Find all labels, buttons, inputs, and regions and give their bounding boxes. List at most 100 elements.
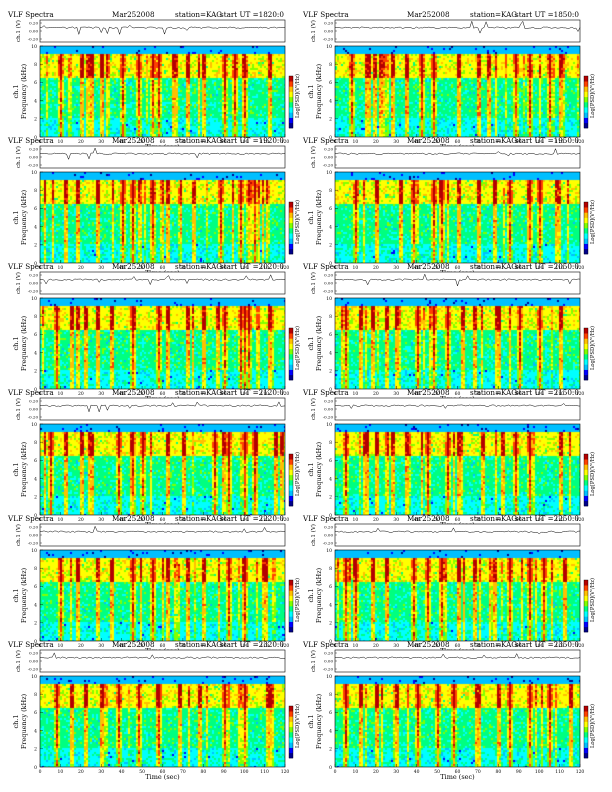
time-tick-label: 20 — [373, 391, 379, 397]
ts-tick-label: -0.20 — [323, 415, 334, 420]
time-tick-label: 70 — [475, 391, 481, 397]
freq-tick-label: 6 — [34, 206, 37, 212]
panel-date: Mar252008 — [112, 136, 155, 145]
freq-tick-label: 2 — [34, 369, 37, 375]
panel-start-ut: start UT =2220:0 — [220, 514, 284, 523]
freq-tick-label: 2 — [34, 747, 37, 753]
freq-tick-label: 8 — [34, 440, 37, 446]
colorbar-swatch — [289, 233, 293, 239]
timeseries-trace — [334, 653, 581, 659]
ts-tick-label: 0.20 — [324, 651, 333, 656]
spectrogram-heatmap — [40, 46, 285, 137]
time-tick-label: 80 — [200, 139, 206, 145]
panel-title: VLF Spectra — [302, 10, 349, 19]
ts-ylabel: ch.1 (V) — [15, 650, 22, 672]
time-tick-label: 120 — [576, 643, 585, 649]
colorbar-swatch — [289, 485, 293, 491]
colorbar-label: Log[PSD](V²/Hz) — [294, 326, 301, 370]
time-tick-label: 40 — [414, 769, 420, 775]
freq-tick-label: 6 — [329, 584, 332, 590]
time-tick-label: 60 — [160, 391, 166, 397]
colorbar-frame — [583, 75, 589, 129]
panel-station: station=KAG — [175, 640, 222, 649]
ts-tick-label: 0.20 — [29, 21, 38, 26]
colorbar-swatch — [289, 217, 293, 224]
time-tick-label: 120 — [281, 265, 290, 271]
time-tick-label: 10 — [353, 769, 359, 775]
colorbar-label: Log[PSD](V²/Hz) — [294, 704, 301, 748]
time-tick-label: 70 — [180, 265, 186, 271]
colorbar-swatch — [289, 107, 293, 113]
time-tick-label: 90 — [221, 517, 227, 523]
time-tick-label: 110 — [555, 769, 564, 775]
ts-tick-label: 0.00 — [29, 533, 38, 538]
colorbar-swatch — [289, 726, 293, 733]
freq-tick-label: 2 — [329, 369, 332, 375]
colorbar-swatch — [289, 752, 293, 759]
colorbar-swatch — [584, 107, 588, 113]
ts-tick-label: 0.20 — [324, 21, 333, 26]
freq-tick-label: 0 — [329, 261, 332, 267]
colorbar-swatch — [584, 742, 588, 748]
colorbar-swatch — [289, 742, 293, 748]
freq-tick-label: 8 — [34, 188, 37, 194]
time-tick-label: 60 — [160, 139, 166, 145]
panel-station: station=KAG — [175, 262, 222, 271]
colorbar-swatch — [289, 454, 293, 460]
panel-title: VLF Spectra — [7, 388, 54, 397]
colorbar-swatch — [289, 600, 293, 607]
freq-tick-label: 6 — [329, 206, 332, 212]
time-tick-label: 10 — [58, 391, 64, 397]
colorbar-swatch — [584, 580, 588, 586]
time-tick-label: 70 — [180, 139, 186, 145]
ts-tick-label: 0.20 — [324, 147, 333, 152]
panel-date: Mar252008 — [112, 262, 155, 271]
time-tick-label: 110 — [260, 265, 269, 271]
timeseries-frame — [334, 145, 581, 169]
time-tick-label: 80 — [200, 643, 206, 649]
ts-ylabel: ch.1 (V) — [310, 650, 317, 672]
freq-tick-label: 8 — [329, 62, 332, 68]
colorbar-swatch — [289, 86, 293, 92]
time-tick-label: 40 — [119, 517, 125, 523]
colorbar-swatch — [584, 747, 588, 754]
ts-tick-label: -0.20 — [28, 289, 39, 294]
freq-tick-label: 10 — [326, 170, 332, 176]
freq-ylabel: ch.1Frequency (kHz) — [12, 567, 28, 623]
timeseries-trace — [334, 20, 581, 34]
colorbar-swatch — [289, 585, 293, 591]
colorbar-swatch — [289, 459, 293, 465]
ts-tick-label: 0.00 — [324, 659, 333, 664]
colorbar-swatch — [289, 354, 293, 360]
ts-tick-label: 0.00 — [29, 281, 38, 286]
freq-tick-label: 10 — [31, 674, 37, 680]
freq-tick-label: 6 — [34, 710, 37, 716]
time-tick-label: 80 — [495, 769, 501, 775]
time-tick-label: 90 — [221, 769, 227, 775]
time-tick-label: 10 — [58, 643, 64, 649]
colorbar-swatch — [289, 81, 293, 87]
colorbar-frame — [288, 75, 294, 129]
time-tick-label: 0 — [334, 265, 337, 271]
panel-date: Mar252008 — [112, 388, 155, 397]
time-tick-label: 10 — [353, 139, 359, 145]
colorbar-swatch — [289, 122, 293, 129]
freq-tick-label: 8 — [34, 566, 37, 572]
ts-tick-label: -0.20 — [323, 163, 334, 168]
time-tick-label: 80 — [495, 265, 501, 271]
time-tick-label: 120 — [576, 769, 585, 775]
time-tick-label: 30 — [393, 391, 399, 397]
colorbar-swatch — [584, 354, 588, 360]
time-tick-label: 90 — [221, 643, 227, 649]
colorbar-swatch — [584, 212, 588, 218]
freq-ylabel: ch.1Frequency (kHz) — [307, 63, 323, 119]
timeseries-trace — [39, 525, 286, 533]
ts-tick-label: -0.20 — [323, 37, 334, 42]
colorbar-swatch — [584, 91, 588, 98]
panel-start-ut: start UT =2150:0 — [515, 388, 579, 397]
